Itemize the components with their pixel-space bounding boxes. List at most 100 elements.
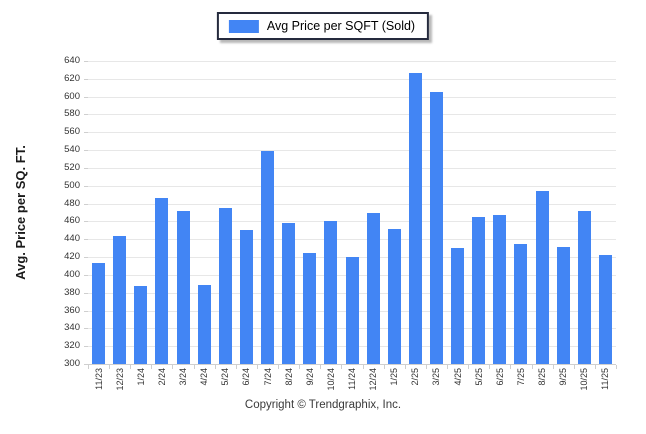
bar bbox=[134, 286, 148, 364]
x-tick bbox=[130, 365, 132, 369]
y-tick-label: 580 bbox=[64, 108, 80, 120]
x-tick bbox=[278, 365, 280, 369]
x-tick bbox=[235, 365, 237, 369]
x-tick-label: 1/25 bbox=[389, 368, 400, 386]
x-tick bbox=[510, 365, 512, 369]
y-tick bbox=[84, 292, 88, 294]
x-tick bbox=[88, 365, 89, 369]
bar bbox=[577, 210, 591, 364]
y-tick-label: 500 bbox=[64, 179, 80, 191]
y-tick-label: 320 bbox=[64, 340, 80, 352]
y-gridline bbox=[88, 78, 616, 80]
x-tick bbox=[151, 365, 153, 369]
bar bbox=[176, 210, 190, 364]
x-tick-label: 11/23 bbox=[93, 368, 104, 390]
bar bbox=[556, 247, 570, 364]
x-tick-label: 10/25 bbox=[579, 368, 590, 391]
x-tick bbox=[573, 365, 575, 369]
x-tick-label: 5/25 bbox=[473, 368, 484, 386]
y-tick bbox=[84, 114, 88, 116]
y-tick-label: 480 bbox=[64, 197, 80, 209]
y-tick-label: 380 bbox=[64, 286, 80, 298]
x-tick bbox=[193, 365, 195, 369]
x-tick-label: 8/25 bbox=[537, 368, 548, 386]
y-tick bbox=[84, 96, 88, 98]
bar bbox=[303, 252, 317, 364]
x-tick-label: 12/23 bbox=[114, 368, 125, 391]
y-tick-label: 360 bbox=[64, 304, 80, 316]
y-gridline bbox=[88, 203, 616, 205]
x-tick bbox=[489, 365, 491, 369]
x-tick bbox=[594, 365, 596, 369]
y-tick-label: 460 bbox=[64, 215, 80, 227]
y-tick bbox=[84, 132, 88, 134]
y-tick bbox=[84, 221, 88, 223]
x-tick-label: 7/24 bbox=[262, 368, 273, 386]
y-tick-label: 340 bbox=[64, 322, 80, 334]
y-tick-label: 400 bbox=[64, 268, 80, 280]
bar bbox=[514, 243, 528, 364]
y-tick-label: 600 bbox=[64, 90, 80, 102]
x-tick-label: 11/25 bbox=[600, 368, 611, 390]
y-tick bbox=[84, 257, 88, 259]
x-tick bbox=[616, 365, 617, 369]
bar bbox=[493, 215, 507, 364]
y-tick bbox=[84, 310, 88, 312]
x-tick bbox=[172, 365, 174, 369]
x-tick bbox=[362, 365, 364, 369]
y-tick bbox=[84, 167, 88, 169]
x-tick-label: 2/25 bbox=[410, 368, 421, 386]
bar bbox=[387, 228, 401, 364]
y-axis-title: Avg. Price per SQ. FT. bbox=[13, 145, 28, 280]
x-tick-label: 12/24 bbox=[368, 368, 379, 391]
y-gridline bbox=[88, 150, 616, 152]
x-tick bbox=[383, 365, 385, 369]
bar bbox=[451, 248, 465, 364]
x-tick-label: 6/25 bbox=[494, 368, 505, 386]
bar bbox=[345, 257, 359, 364]
y-tick bbox=[84, 61, 88, 62]
legend-swatch bbox=[228, 19, 259, 33]
y-gridline bbox=[88, 167, 616, 169]
bar bbox=[429, 92, 443, 364]
x-tick-label: 8/24 bbox=[283, 368, 294, 386]
y-tick bbox=[84, 185, 88, 187]
y-gridline bbox=[88, 221, 616, 223]
copyright-text: Copyright © Trendgraphix, Inc. bbox=[244, 399, 402, 411]
y-tick-label: 420 bbox=[64, 251, 80, 263]
x-tick-label: 3/24 bbox=[178, 368, 189, 386]
x-tick-label: 6/24 bbox=[241, 368, 252, 386]
legend-label: Avg Price per SQFT (Sold) bbox=[266, 19, 416, 33]
x-tick-label: 9/25 bbox=[558, 368, 569, 386]
x-tick-label: 2/24 bbox=[156, 368, 167, 386]
bar bbox=[155, 198, 169, 364]
x-tick bbox=[468, 365, 470, 369]
x-tick-label: 7/25 bbox=[515, 368, 526, 386]
y-tick-label: 520 bbox=[64, 161, 80, 173]
bar bbox=[261, 151, 275, 364]
x-tick bbox=[447, 365, 449, 369]
y-tick-label: 640 bbox=[64, 55, 80, 66]
legend: Avg Price per SQFT (Sold) bbox=[216, 12, 430, 40]
x-tick-label: 5/24 bbox=[220, 368, 231, 386]
y-gridline bbox=[88, 114, 616, 116]
y-tick bbox=[84, 346, 88, 348]
y-tick-label: 440 bbox=[64, 233, 80, 245]
y-gridline bbox=[88, 132, 616, 134]
y-tick-label: 300 bbox=[64, 358, 80, 369]
x-tick-label: 4/24 bbox=[199, 368, 210, 386]
x-tick bbox=[299, 365, 301, 369]
x-tick bbox=[425, 365, 427, 369]
y-gridline bbox=[88, 61, 616, 62]
bar bbox=[472, 216, 486, 364]
y-tick bbox=[84, 150, 88, 152]
y-gridline bbox=[88, 96, 616, 98]
x-tick bbox=[404, 365, 406, 369]
y-tick-label: 560 bbox=[64, 126, 80, 138]
x-tick-label: 9/24 bbox=[304, 368, 315, 386]
y-tick bbox=[84, 239, 88, 241]
y-tick-label: 540 bbox=[64, 144, 80, 156]
x-tick-label: 3/25 bbox=[431, 368, 442, 386]
x-tick-label: 4/25 bbox=[452, 368, 463, 386]
